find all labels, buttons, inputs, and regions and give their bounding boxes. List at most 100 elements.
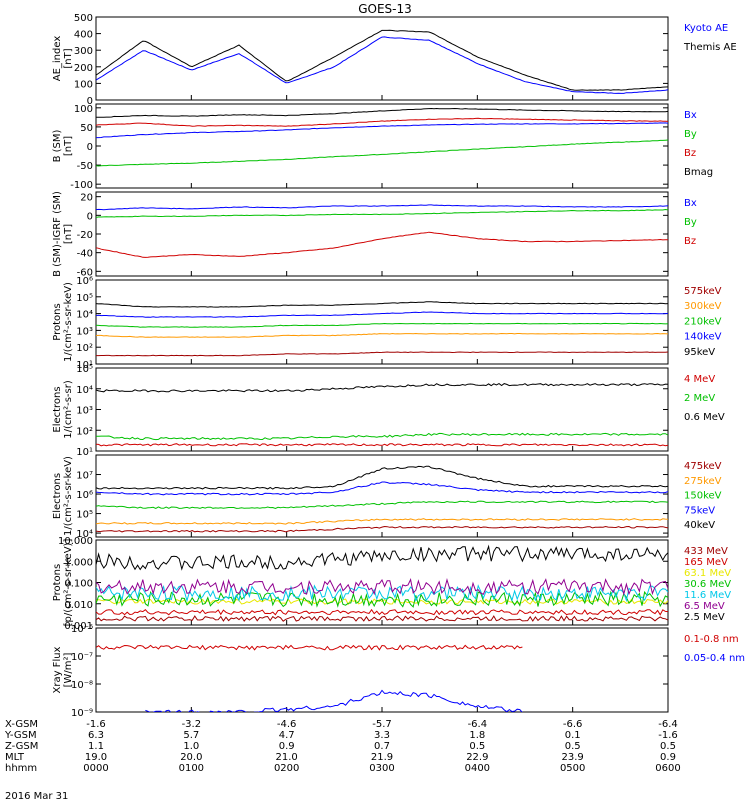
ytick-label: 10⁴ — [76, 310, 93, 321]
series-line-0-6-mev — [96, 383, 668, 393]
legend-entry: Bz — [684, 148, 696, 159]
series-line-575kev — [96, 351, 668, 357]
ytick-label: 200 — [74, 63, 93, 74]
legend-entry: 575keV — [684, 286, 722, 297]
legend-entry: 2 MeV — [684, 393, 715, 404]
ytick-label: 10.000 — [58, 536, 93, 547]
ytick-label: 0 — [87, 142, 93, 153]
ytick-label: 10² — [76, 426, 93, 437]
y-axis-label: Xray Flux — [52, 646, 63, 693]
time-axis-value: -4.6 — [277, 719, 297, 730]
panel-electrons_kev: 10⁴ 10⁵ 10⁶ 10⁷ Electrons 1/(cm²-s-sr-keV) 475… — [52, 454, 722, 540]
panel-protons: 10¹ 10² 10³ 10⁴ 10⁵ 10⁶ Protons 1/(cm²-s-sr-keV… — [52, 276, 722, 371]
series-line-themis-ae — [96, 29, 668, 91]
time-axis-value: 0200 — [274, 763, 299, 774]
ytick-label: 0.001 — [64, 621, 93, 632]
time-axis-value: 20.0 — [180, 752, 202, 763]
series-line-300kev — [96, 332, 668, 338]
time-axis-value: 0.5 — [469, 741, 485, 752]
legend-entry: 95keV — [684, 347, 715, 358]
series-line-4-mev — [96, 443, 668, 447]
panel-ae: 0 100 200 300 400 500 AE_index [nT] Kyoto AE Them… — [52, 13, 737, 107]
time-axis-value: -3.2 — [182, 719, 202, 730]
time-axis-row-label: Z-GSM — [5, 741, 38, 752]
series-line-0-05-0-4-nm — [145, 690, 668, 714]
series-line-bz — [96, 231, 668, 258]
series-line-475kev — [96, 525, 668, 533]
legend-entry: 0.6 MeV — [684, 412, 725, 423]
ytick-label: 0 — [87, 96, 93, 107]
series-line-bz — [96, 117, 668, 127]
panel-protons_mev: 0.001 0.010 0.100 1.000 10.000 Protons [p/(cm²… — [52, 536, 731, 632]
ytick-label: 10¹ — [76, 447, 93, 458]
time-axis-value: -6.6 — [563, 719, 583, 730]
time-axis-value: -5.7 — [372, 719, 392, 730]
series-line-40kev — [96, 465, 668, 490]
ytick-label: 0.100 — [64, 579, 93, 590]
time-axis-value: 23.9 — [562, 752, 584, 763]
series-group — [96, 645, 668, 714]
time-axis-row-label: MLT — [5, 752, 25, 763]
time-axis-table: X-GSMY-GSMZ-GSMMLThhmm-1.66.31.119.00000… — [4, 719, 681, 774]
panel-frame — [95, 103, 669, 189]
series-line-2-5-mev — [96, 544, 668, 571]
series-line-433-mev — [96, 615, 668, 622]
series-line-140kev — [96, 311, 668, 318]
time-axis-value: -1.6 — [86, 719, 106, 730]
legend-entry: 75keV — [684, 505, 715, 516]
y-axis-label: [nT] — [63, 136, 74, 156]
ytick-label: 0 — [87, 211, 93, 222]
series-line-kyoto-ae — [96, 36, 668, 94]
panel-frame — [95, 627, 669, 713]
y-axis-label: [nT] — [63, 224, 74, 244]
y-axis-label: Protons — [52, 303, 63, 340]
ytick-label: 10⁴ — [76, 529, 93, 540]
series-line-bx — [96, 204, 668, 211]
ytick-label: 10⁶ — [76, 276, 93, 287]
time-axis-value: 1.1 — [88, 741, 104, 752]
ytick-label: 10⁴ — [76, 385, 93, 396]
time-axis-value: 0000 — [83, 763, 108, 774]
time-axis-value: 3.3 — [374, 730, 390, 741]
time-axis-value: 0.7 — [374, 741, 390, 752]
series-group — [96, 301, 668, 357]
time-axis-value: 0600 — [655, 763, 680, 774]
series-line-95kev — [96, 301, 668, 308]
ytick-label: 10⁶ — [76, 490, 93, 501]
series-line-150kev — [96, 500, 668, 510]
ytick-label: 10⁷ — [76, 471, 93, 482]
legend-entry: 475keV — [684, 461, 722, 472]
ytick-label: 300 — [74, 46, 93, 57]
ytick-label: 10⁻⁶ — [71, 624, 93, 635]
series-group — [96, 383, 668, 447]
y-axis-label: [nT] — [63, 48, 74, 68]
series-group — [96, 465, 668, 533]
legend-entry: 210keV — [684, 316, 722, 327]
series-line-11-6-mev — [96, 584, 668, 603]
legend-entry: 275keV — [684, 476, 722, 487]
legend-entry: 40keV — [684, 520, 715, 531]
panel-electrons_mev: 10¹ 10² 10³ 10⁴ 10⁵ Electrons 1/(cm²-s-sr) 4 Me… — [52, 364, 725, 458]
panel-frame — [95, 279, 669, 365]
ytick-label: 20 — [80, 193, 93, 204]
legend-entry: 165 MeV — [684, 557, 728, 568]
plot-date: 2016 Mar 31 — [5, 791, 68, 800]
time-axis-value: -1.6 — [658, 730, 678, 741]
legend-entry: 2.5 MeV — [684, 612, 725, 623]
series-line-bx — [96, 122, 668, 139]
series-line-275kev — [96, 518, 668, 525]
legend-entry: 150keV — [684, 491, 722, 502]
y-axis-label: B (SM)-IGRF (SM) — [52, 191, 63, 277]
time-axis-value: 1.8 — [469, 730, 485, 741]
y-axis-label: [W/m²] — [63, 652, 74, 687]
series-line-by — [96, 139, 668, 167]
y-axis-label: Protons — [52, 564, 63, 601]
time-axis-value: 5.7 — [183, 730, 199, 741]
y-axis-label: 1/(cm²-s-sr-keV) — [63, 456, 74, 536]
series-group — [96, 29, 668, 94]
series-line-165-mev — [96, 608, 668, 616]
ytick-label: 50 — [80, 123, 93, 134]
ytick-label: 100 — [74, 104, 93, 115]
ytick-label: 1.000 — [64, 557, 93, 568]
legend-entry: 433 MeV — [684, 546, 728, 557]
